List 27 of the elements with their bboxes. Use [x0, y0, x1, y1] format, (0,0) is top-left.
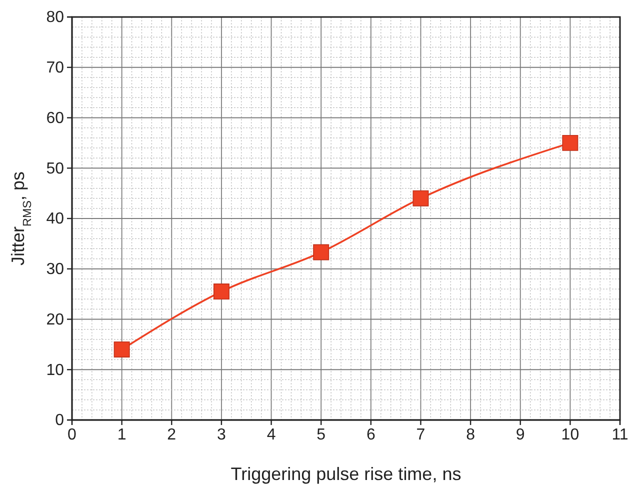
point — [562, 134, 578, 151]
y-tick-label: 60 — [46, 110, 64, 127]
x-tick-label: 9 — [516, 426, 525, 444]
x-axis-title: Triggering pulse rise time, ns — [230, 464, 462, 484]
y-tick-label: 0 — [55, 412, 64, 430]
x-tick-label: 8 — [466, 426, 476, 444]
x-tick-label: 6 — [366, 426, 376, 444]
point — [114, 341, 130, 358]
point — [313, 244, 330, 260]
y-tick-label: 30 — [46, 260, 64, 278]
y-tick-label: 80 — [46, 9, 64, 26]
y-tick-label: 20 — [46, 311, 64, 328]
y-tick-label: 50 — [46, 160, 64, 178]
x-tick-label: 0 — [68, 426, 77, 444]
point — [213, 284, 230, 300]
y-tick-label: 40 — [46, 210, 64, 228]
x-tick-label: 5 — [316, 426, 326, 444]
x-tick-label: 10 — [561, 426, 580, 444]
x-tick-label: 1 — [117, 426, 126, 444]
y-tick-label: 70 — [46, 59, 64, 76]
x-tick-label: 3 — [217, 426, 226, 444]
point — [412, 190, 429, 206]
x-tick-label: 11 — [612, 426, 628, 444]
y-tick-label: 10 — [46, 362, 64, 379]
x-tick-label: 4 — [266, 426, 276, 444]
x-tick-label: 7 — [416, 426, 426, 444]
x-tick-label: 2 — [167, 426, 176, 444]
